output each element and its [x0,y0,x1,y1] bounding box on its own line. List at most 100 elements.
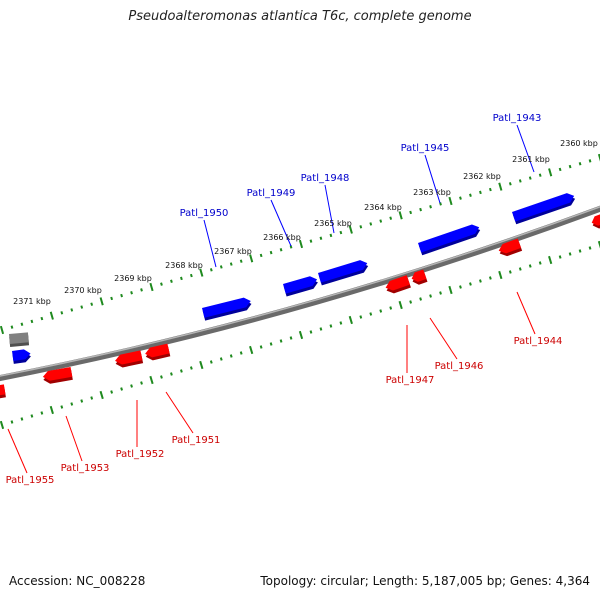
gene-arrow-reverse-body [385,275,410,291]
gene-arrow-reverse-body [145,343,170,358]
gene-feature-other-body [9,332,29,344]
outer-minor-tick [80,305,84,309]
scale-label: 2360 kbp [560,139,598,148]
inner-minor-tick [80,399,84,403]
gene-arrow-reverse-body [498,238,522,254]
scale-label: 2363 kbp [413,188,451,197]
inner-minor-tick [279,339,283,343]
gene-arrow-forward [318,260,369,286]
outer-major-tick [249,254,254,263]
gene-label-reverse: Patl_1953 [61,463,110,474]
inner-major-tick [149,375,154,385]
outer-major-tick [398,211,403,220]
scale-label: 2370 kbp [64,286,102,295]
scale-labels: 2360 kbp 2361 kbp 2362 kbp 2363 kbp 2364 kbp… [13,139,598,306]
inner-minor-tick [229,354,233,358]
outer-minor-tick [60,311,64,315]
gene-arrow-reverse [115,350,144,368]
gene-arrow-reverse-body [42,366,73,381]
inner-minor-tick [319,327,323,331]
backbone-highlight [0,206,600,377]
outer-major-tick [199,268,204,277]
outer-minor-tick [180,276,183,281]
scale-label: 2369 kbp [114,274,152,283]
inner-minor-tick [518,267,522,271]
outer-minor-tick [488,187,492,192]
inner-minor-tick [389,306,393,310]
outer-major-tick [498,182,503,191]
gene-label-reverse: Patl_1947 [386,375,435,386]
inner-minor-tick [120,387,123,391]
gene-label-forward: Patl_1945 [401,143,450,154]
inner-minor-tick [528,264,532,268]
gene-arrow-reverse-body [411,269,427,282]
outer-minor-tick [429,205,432,209]
inner-minor-tick [409,300,413,304]
inner-minor-tick [219,357,223,361]
leader-line-reverse [165,391,194,434]
inner-minor-tick [339,321,343,325]
outer-minor-tick [229,262,233,266]
outer-minor-tick [469,193,472,197]
inner-major-tick [548,255,553,265]
inner-tick-ring [0,240,600,430]
scale-label: 2364 kbp [364,203,402,212]
outer-major-tick [448,196,453,206]
outer-minor-tick [329,233,333,238]
outer-minor-tick [110,296,114,301]
inner-minor-tick [130,384,133,388]
gene-label-forward: Patl_1950 [180,208,229,219]
inner-minor-tick [329,324,333,328]
inner-minor-tick [110,390,114,394]
gene-arrow-forward [512,193,576,225]
outer-minor-tick [30,319,34,324]
gene-feature-other [9,332,30,347]
gene-arrow-forward-body [202,297,251,318]
outer-minor-tick [359,225,363,229]
gene-arrow-forward-body [12,349,31,361]
inner-minor-tick [419,297,422,301]
inner-minor-tick [170,372,173,376]
inner-minor-tick [70,402,74,406]
leader-line-reverse [516,291,536,335]
gene-arrow-reverse [411,269,428,285]
outer-minor-tick [518,179,522,183]
inner-minor-tick [469,282,472,286]
inner-minor-tick [558,255,562,259]
outer-minor-tick [160,282,163,286]
inner-minor-tick [439,291,442,295]
inner-major-tick [597,240,600,249]
outer-minor-tick [508,182,512,186]
outer-minor-tick [459,196,462,200]
scale-label: 2362 kbp [463,172,501,181]
inner-minor-tick [10,420,14,424]
inner-major-tick [298,330,304,340]
outer-minor-tick [419,207,422,212]
scale-label: 2367 kbp [214,247,252,256]
outer-minor-tick [209,268,213,272]
inner-minor-tick [578,249,582,253]
accession-text: Accession: NC_008228 [9,574,146,588]
label-leaders [7,124,536,474]
outer-minor-tick [70,308,74,312]
outer-minor-tick [588,159,592,163]
gene-arrow-reverse [385,275,411,294]
outer-minor-tick [379,219,383,223]
gene-arrow-reverse [591,213,600,229]
inner-major-tick [398,300,403,310]
inner-minor-tick [289,336,293,340]
leader-line-reverse [429,317,458,360]
outer-minor-tick [269,250,273,255]
inner-major-tick [199,360,204,370]
gene-arrow-reverse [145,343,171,361]
gene-arrow-reverse [498,238,523,257]
outer-minor-tick [309,239,313,243]
outer-minor-tick [568,164,572,169]
inner-minor-tick [40,411,44,415]
scale-label: 2368 kbp [165,261,203,270]
outer-minor-tick [389,216,393,220]
backbone-line [0,205,600,382]
gene-arrow-reverse [0,384,6,399]
inner-minor-tick [369,312,373,316]
